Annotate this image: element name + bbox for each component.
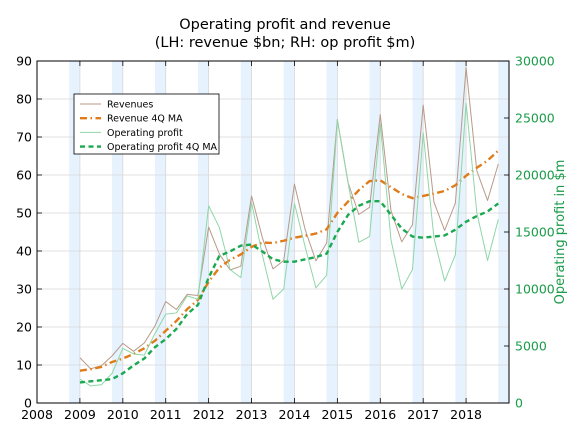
- series-line-revenues: [79, 66, 499, 370]
- x-tick-label: 2015: [321, 407, 353, 422]
- x-tick-label: 2017: [407, 407, 439, 422]
- y-axis-right: 0 5000 10000 15000 20000 25000 30000: [504, 54, 555, 411]
- series-line-operating-profit: [79, 102, 499, 387]
- y-right-tick-label: 10000: [515, 282, 555, 297]
- series-line-operating-profit-4q-ma: [79, 200, 499, 384]
- shade-band-2008: [69, 61, 80, 403]
- y-tick-label: 30: [16, 282, 32, 297]
- series-line-revenue-4q-ma: [79, 149, 500, 372]
- shade-band-2011: [197, 61, 209, 403]
- y-tick-label: 0: [24, 396, 32, 411]
- y-axis-left: 0 10 20 30 40 50 60 70 80 90: [16, 54, 42, 411]
- x-tick-label: 2009: [64, 407, 96, 422]
- shade-band-2014: [326, 61, 338, 403]
- x-tick-label: 2018: [450, 407, 482, 422]
- shade-band-2018: [498, 61, 509, 403]
- shade-band-2015: [369, 61, 381, 403]
- chart-title: Operating profit and revenue: [179, 17, 391, 33]
- y-right-tick-label: 20000: [515, 168, 555, 183]
- shade-band-2009: [112, 61, 123, 403]
- series: [79, 66, 500, 387]
- y-right-tick-label: 5000: [515, 339, 547, 354]
- y-tick-label: 70: [16, 130, 32, 145]
- y-tick-label: 50: [16, 206, 32, 221]
- y-tick-label: 20: [16, 320, 32, 335]
- x-axis: 2008 2009 2010 2011 2012 2013 2014 2015 2016 2017…: [21, 61, 482, 422]
- x-tick-label: 2011: [150, 407, 182, 422]
- x-tick-label: 2008: [21, 407, 53, 422]
- chart-subtitle: (LH: revenue $bn; RH: op profit $m): [155, 35, 416, 51]
- shade-band-2016: [412, 61, 424, 403]
- y-right-tick-label: 0: [515, 396, 523, 411]
- shaded-bands: [69, 61, 509, 403]
- x-tick-label: 2014: [279, 407, 311, 422]
- shade-band-2013: [283, 61, 295, 403]
- x-tick-label: 2012: [193, 407, 225, 422]
- y-tick-label: 80: [16, 92, 32, 107]
- y-tick-label: 60: [16, 168, 32, 183]
- y-right-tick-label: 30000: [515, 54, 555, 69]
- y-tick-label: 10: [16, 358, 32, 373]
- x-tick-label: 2013: [236, 407, 268, 422]
- legend: Revenues Revenue 4Q MA Operating profit Ope…: [73, 93, 220, 155]
- x-tick-label: 2010: [107, 407, 139, 422]
- y-tick-label: 40: [16, 244, 32, 259]
- x-tick-label: 2016: [364, 407, 396, 422]
- y-tick-label: 90: [16, 54, 32, 69]
- legend-label-revenue-4q-ma: Revenue 4Q MA: [107, 114, 183, 125]
- legend-label-operating-profit: Operating profit: [107, 128, 183, 139]
- shade-band-2010: [155, 61, 166, 403]
- y-right-tick-label: 15000: [515, 225, 555, 240]
- y-right-tick-label: 25000: [515, 111, 555, 126]
- legend-label-operating-profit-4q-ma: Operating profit 4Q MA: [107, 142, 218, 153]
- y-axis-right-label: Operating profit in $m: [553, 160, 568, 305]
- shade-band-2017: [455, 61, 467, 403]
- legend-label-revenues: Revenues: [107, 100, 153, 111]
